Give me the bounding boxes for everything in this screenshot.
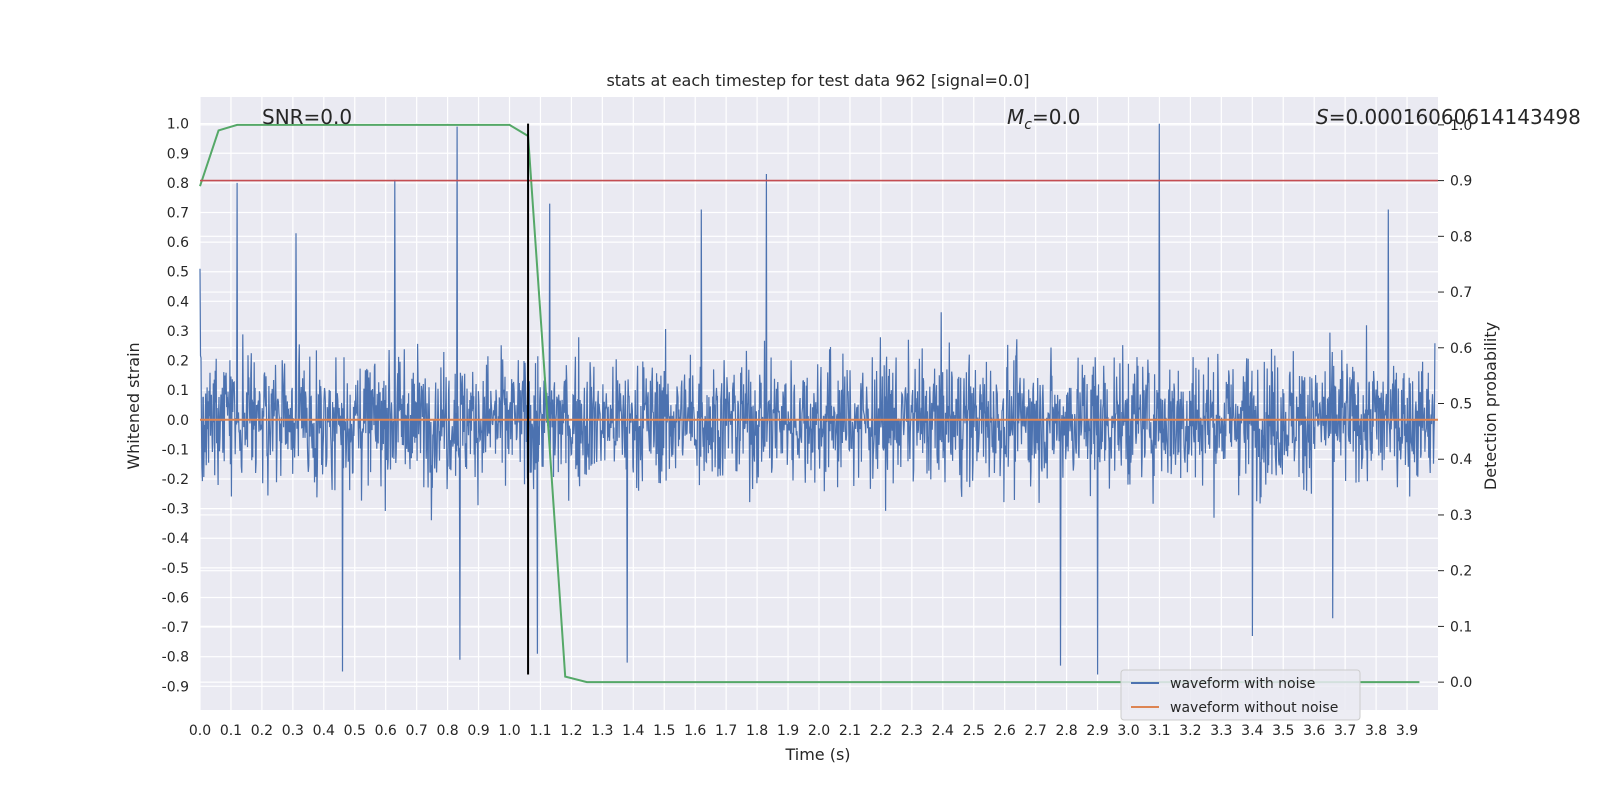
y-tick-label: 1.0 [167, 117, 189, 133]
y-tick-label: -0.3 [162, 502, 189, 518]
x-tick-label: 0.8 [436, 723, 458, 739]
x-tick-label: 3.5 [1272, 723, 1294, 739]
x-tick-label: 2.2 [870, 723, 892, 739]
x-tick-label: 2.3 [901, 723, 923, 739]
x-tick-label: 2.6 [994, 723, 1016, 739]
legend-label-clean: waveform without noise [1170, 700, 1338, 716]
waveform-with-noise-line [199, 123, 1436, 675]
x-tick-label: 0.1 [220, 723, 242, 739]
x-tick-label: 0.0 [189, 723, 211, 739]
x-tick-label: 2.7 [1025, 723, 1047, 739]
y-tick-label: 0.2 [167, 354, 189, 370]
y-tick-label: 0.6 [167, 235, 189, 251]
x-tick-label: 1.3 [591, 723, 613, 739]
x-axis-label: Time (s) [784, 745, 850, 764]
x-tick-label: 2.4 [932, 723, 954, 739]
y-tick-label: 0.0 [167, 413, 189, 429]
y-tick-label: -0.1 [162, 442, 189, 458]
y2-axis-ticks: 1.0 0.9 0.8 0.7 0.6 0.5 0.4 0.3 0.2 0.1 0.0 [1438, 118, 1472, 691]
y-tick-label: -0.9 [162, 679, 189, 695]
x-tick-label: 1.1 [529, 723, 551, 739]
snr-annotation: SNR=0.0 [262, 105, 352, 129]
x-tick-label: 0.4 [313, 723, 335, 739]
s-annotation: S=0.00016060614143498 [1316, 105, 1581, 129]
chirp-mass-annotation: Mc=0.0 [1007, 105, 1081, 133]
y-tick-label: -0.8 [162, 650, 189, 666]
x-tick-label: 1.8 [746, 723, 768, 739]
y-tick-label: 0.1 [167, 383, 189, 399]
y2-tick-label: 0.7 [1450, 285, 1472, 301]
y2-tick-label: 0.1 [1450, 619, 1472, 635]
x-tick-label: 3.4 [1241, 723, 1263, 739]
y2-tick-label: 0.0 [1450, 675, 1472, 691]
x-tick-label: 1.5 [653, 723, 675, 739]
chirp-mass-symbol: M [1007, 105, 1024, 129]
series-waveform-with-noise [199, 123, 1436, 675]
y2-tick-label: 0.6 [1450, 341, 1472, 357]
y2-tick-label: 0.4 [1450, 452, 1472, 468]
y-tick-label: 0.8 [167, 176, 189, 192]
x-tick-label: 3.0 [1117, 723, 1139, 739]
x-tick-label: 3.9 [1396, 723, 1418, 739]
y-tick-label: -0.4 [162, 531, 189, 547]
x-tick-label: 0.2 [251, 723, 273, 739]
y2-tick-label: 0.8 [1450, 229, 1472, 245]
y-tick-label: -0.2 [162, 472, 189, 488]
y-tick-label: 0.4 [167, 294, 189, 310]
legend: waveform with noise waveform without noi… [1120, 669, 1361, 721]
y-axis-label: Whitened strain [124, 342, 143, 469]
y-tick-label: 0.9 [167, 146, 189, 162]
y2-tick-label: 1.0 [1450, 118, 1472, 134]
x-tick-label: 1.7 [715, 723, 737, 739]
y-tick-label: -0.7 [162, 620, 189, 636]
x-tick-label: 1.0 [498, 723, 520, 739]
x-tick-label: 2.9 [1086, 723, 1108, 739]
x-tick-label: 1.9 [777, 723, 799, 739]
x-tick-label: 3.6 [1303, 723, 1325, 739]
x-tick-label: 0.5 [344, 723, 366, 739]
x-tick-label: 3.3 [1210, 723, 1232, 739]
x-tick-label: 1.4 [622, 723, 644, 739]
x-tick-label: 3.2 [1179, 723, 1201, 739]
x-tick-label: 2.0 [808, 723, 830, 739]
x-tick-label: 2.5 [963, 723, 985, 739]
x-tick-label: 0.9 [467, 723, 489, 739]
x-tick-label: 3.8 [1365, 723, 1387, 739]
x-tick-label: 2.8 [1055, 723, 1077, 739]
legend-box [1120, 669, 1361, 721]
y-tick-label: 0.5 [167, 265, 189, 281]
y2-axis-label: Detection probability [1481, 322, 1500, 490]
y-axis-ticks: 1.0 0.9 0.8 0.7 0.6 0.5 0.4 0.3 0.2 0.1 0.0 -0.1 -0.… [162, 117, 189, 696]
y2-tick-label: 0.2 [1450, 564, 1472, 580]
legend-label-noise: waveform with noise [1170, 676, 1315, 692]
x-axis-ticks: 0.0 0.1 0.2 0.3 0.4 0.5 0.6 0.7 0.8 0.9 1.0 1.1 1.2 1… [189, 723, 1418, 739]
y2-tick-label: 0.3 [1450, 508, 1472, 524]
y-tick-label: 0.7 [167, 205, 189, 221]
x-tick-label: 2.1 [839, 723, 861, 739]
chirp-mass-value: =0.0 [1032, 105, 1081, 129]
chart-title: stats at each timestep for test data 962… [606, 71, 1029, 90]
x-tick-label: 3.7 [1334, 723, 1356, 739]
s-symbol: S [1316, 105, 1329, 129]
s-value: =0.00016060614143498 [1329, 105, 1581, 129]
y-tick-label: 0.3 [167, 324, 189, 340]
x-tick-label: 0.3 [282, 723, 304, 739]
x-tick-label: 0.6 [375, 723, 397, 739]
chirp-mass-subscript: c [1024, 117, 1032, 133]
x-tick-label: 3.1 [1148, 723, 1170, 739]
x-tick-label: 1.2 [560, 723, 582, 739]
x-tick-label: 1.6 [684, 723, 706, 739]
x-tick-label: 0.7 [406, 723, 428, 739]
y-tick-label: -0.5 [162, 561, 189, 577]
y2-tick-label: 0.9 [1450, 174, 1472, 190]
y-tick-label: -0.6 [162, 590, 189, 606]
y2-tick-label: 0.5 [1450, 397, 1472, 413]
